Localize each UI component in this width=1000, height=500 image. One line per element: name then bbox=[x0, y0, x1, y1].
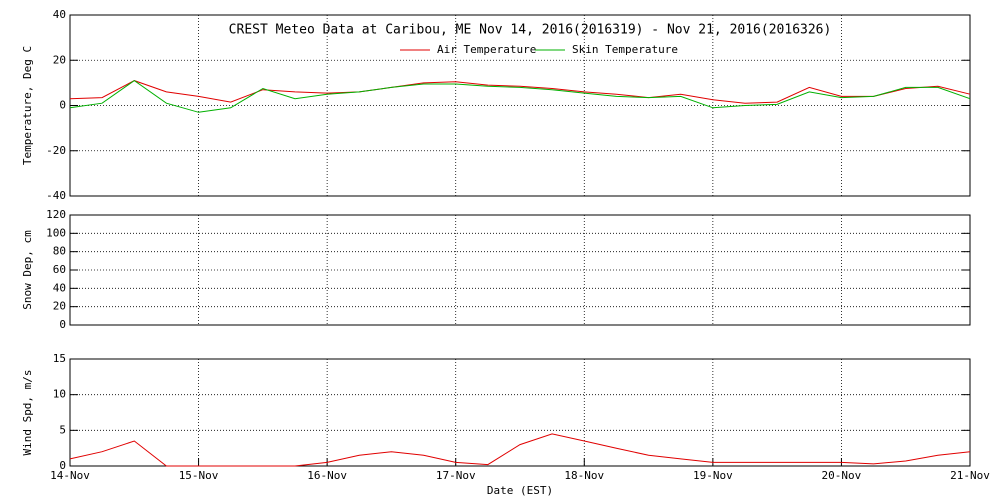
x-axis-label: Date (EST) bbox=[487, 484, 553, 497]
y-tick-label: 10 bbox=[53, 388, 66, 401]
y-tick-label: 0 bbox=[59, 459, 66, 472]
y-tick-label: 100 bbox=[46, 226, 66, 239]
x-tick-label: 17-Nov bbox=[436, 469, 476, 482]
x-tick-label: 20-Nov bbox=[822, 469, 862, 482]
data-line bbox=[69, 433, 971, 467]
y-tick-label: 0 bbox=[59, 318, 66, 331]
legend-label: Air Temperature bbox=[437, 43, 536, 56]
y-axis-label: Snow Dep, cm bbox=[21, 230, 34, 310]
y-tick-label: 5 bbox=[59, 423, 66, 436]
x-tick-label: 19-Nov bbox=[693, 469, 733, 482]
y-tick-label: 80 bbox=[53, 245, 66, 258]
y-tick-label: 60 bbox=[53, 263, 66, 276]
x-tick-label: 15-Nov bbox=[179, 469, 219, 482]
y-axis-label: Temperature, Deg C bbox=[21, 46, 34, 165]
x-tick-label: 21-Nov bbox=[950, 469, 990, 482]
y-tick-label: 20 bbox=[53, 300, 66, 313]
x-tick-label: 16-Nov bbox=[307, 469, 347, 482]
y-tick-label: 120 bbox=[46, 208, 66, 221]
legend-label: Skin Temperature bbox=[572, 43, 678, 56]
x-tick-label: 14-Nov bbox=[50, 469, 90, 482]
data-line bbox=[69, 80, 971, 104]
y-tick-label: 40 bbox=[53, 8, 66, 21]
y-tick-label: -20 bbox=[46, 144, 66, 157]
y-tick-label: 40 bbox=[53, 281, 66, 294]
y-axis-label: Wind Spd, m/s bbox=[21, 369, 34, 455]
chart-title: CREST Meteo Data at Caribou, ME Nov 14, … bbox=[229, 23, 832, 38]
y-tick-label: -40 bbox=[46, 189, 66, 202]
y-tick-label: 15 bbox=[53, 352, 66, 365]
y-tick-label: 0 bbox=[59, 99, 66, 112]
x-tick-label: 18-Nov bbox=[564, 469, 604, 482]
plot-frame bbox=[69, 358, 971, 467]
y-tick-label: 20 bbox=[53, 53, 66, 66]
data-line bbox=[69, 79, 971, 113]
